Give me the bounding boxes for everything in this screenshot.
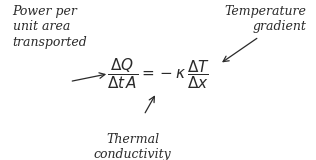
Text: $\dfrac{\Delta Q}{\Delta t\, A} = -\kappa\, \dfrac{\Delta T}{\Delta x}$: $\dfrac{\Delta Q}{\Delta t\, A} = -\kapp… — [106, 56, 210, 91]
Text: Power per
unit area
transported: Power per unit area transported — [13, 5, 88, 49]
Text: Thermal
conductivity: Thermal conductivity — [94, 133, 172, 160]
Text: Temperature
gradient: Temperature gradient — [225, 5, 307, 33]
